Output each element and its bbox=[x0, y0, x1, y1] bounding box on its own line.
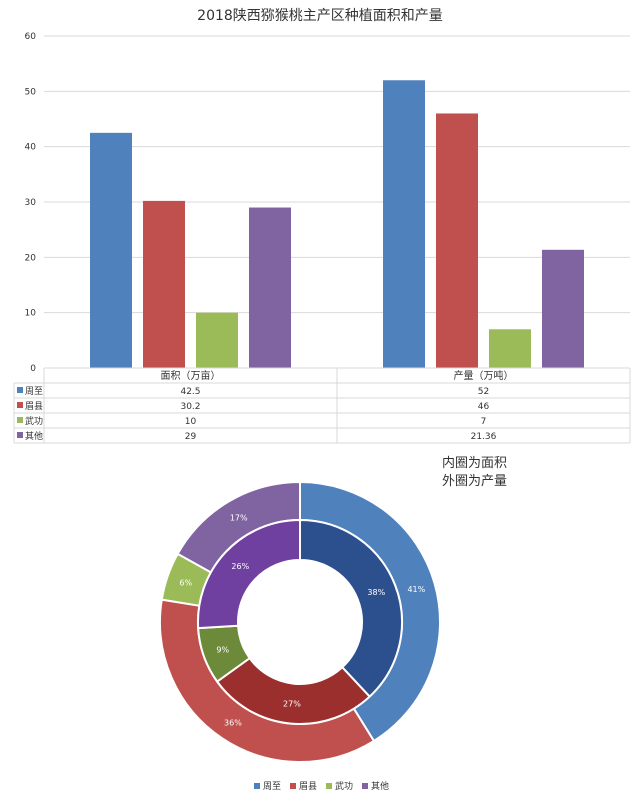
legend-key bbox=[254, 783, 260, 789]
bar bbox=[436, 113, 478, 368]
series-name: 其他 bbox=[25, 430, 43, 442]
outer-percent-label: 41% bbox=[407, 585, 425, 594]
bar bbox=[143, 200, 185, 368]
bar bbox=[542, 249, 584, 368]
table-header: 面积（万亩） bbox=[161, 369, 221, 382]
y-tick-label: 30 bbox=[25, 198, 37, 208]
y-tick-label: 60 bbox=[25, 32, 37, 42]
legend-key bbox=[290, 783, 296, 789]
bar-bars bbox=[90, 80, 584, 369]
inner-percent-label: 38% bbox=[367, 588, 385, 597]
legend-key bbox=[17, 432, 23, 438]
donut-legend: 周至 眉县 武功 其他 bbox=[254, 780, 389, 792]
y-tick-label: 20 bbox=[25, 253, 37, 263]
outer-percent-label: 36% bbox=[224, 719, 242, 728]
bar-chart-title: 2018陕西猕猴桃主产区种植面积和产量 bbox=[197, 8, 443, 24]
bar-y-ticks: 0 10 20 30 40 50 60 bbox=[25, 32, 37, 374]
bar bbox=[249, 207, 291, 368]
legend-label: 武功 bbox=[335, 780, 353, 792]
legend-label: 其他 bbox=[371, 780, 389, 792]
y-tick-label: 40 bbox=[25, 143, 37, 153]
inner-slice bbox=[299, 518, 403, 698]
y-tick-label: 50 bbox=[25, 87, 37, 97]
legend-key bbox=[326, 783, 332, 789]
outer-percent-label: 6% bbox=[179, 578, 192, 587]
legend-label: 眉县 bbox=[299, 781, 317, 792]
donut-note-line-1: 内圈为面积 bbox=[442, 455, 507, 471]
bar-grid bbox=[44, 35, 630, 369]
y-tick-label: 10 bbox=[25, 309, 37, 319]
inner-percent-label: 9% bbox=[216, 645, 229, 654]
table-cell: 29 bbox=[185, 432, 197, 442]
legend-label: 周至 bbox=[263, 781, 281, 792]
table-cell: 30.2 bbox=[180, 402, 200, 412]
table-cell: 42.5 bbox=[180, 387, 200, 397]
outer-percent-label: 17% bbox=[230, 514, 248, 523]
inner-slice bbox=[197, 518, 301, 630]
y-tick-label: 0 bbox=[30, 364, 36, 374]
table-cell: 52 bbox=[478, 387, 489, 397]
series-name: 周至 bbox=[25, 386, 43, 397]
table-header: 产量（万吨） bbox=[454, 369, 514, 382]
legend-key bbox=[362, 783, 368, 789]
series-name: 武功 bbox=[25, 415, 43, 427]
table-cell: 46 bbox=[478, 402, 490, 412]
donut-note-line-2: 外圈为产量 bbox=[442, 474, 507, 489]
bar bbox=[383, 80, 425, 369]
donut-chart: 41% 36% 6% 17% 38% 27% 9% 26% bbox=[159, 480, 441, 763]
data-table: 面积（万亩） 产量（万吨） 周至 42.5 52 眉县 30.2 46 武功 10 7 其他 29 21.… bbox=[13, 367, 631, 444]
table-cell: 7 bbox=[481, 417, 487, 427]
legend-key bbox=[17, 417, 23, 423]
inner-percent-label: 27% bbox=[283, 700, 301, 709]
table-cell: 21.36 bbox=[471, 432, 497, 442]
series-name: 眉县 bbox=[25, 401, 43, 412]
bar bbox=[90, 132, 132, 368]
bar bbox=[489, 329, 531, 368]
legend-key bbox=[17, 402, 23, 408]
bar bbox=[196, 312, 238, 368]
inner-percent-label: 26% bbox=[231, 562, 249, 571]
legend-key bbox=[17, 387, 23, 393]
table-cell: 10 bbox=[185, 417, 197, 427]
